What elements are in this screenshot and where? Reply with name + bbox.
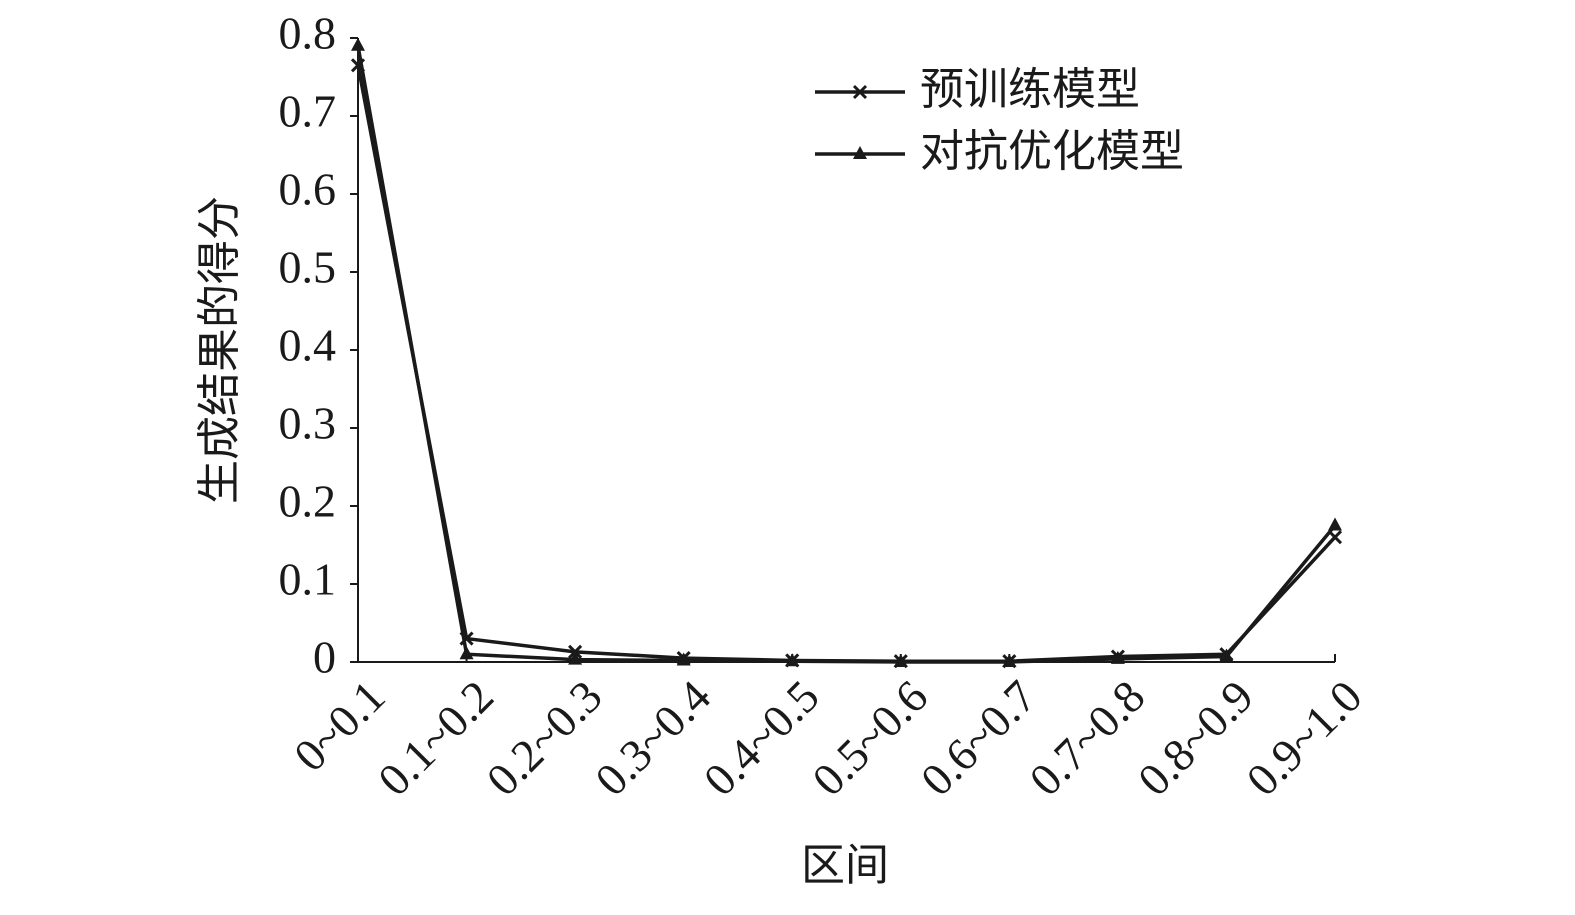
- marker-shape: [1328, 517, 1342, 531]
- marker: [351, 37, 365, 51]
- marker-shape: [1219, 648, 1234, 662]
- y-tick-label: 0.2: [279, 476, 337, 527]
- legend-label: 对抗优化模型: [920, 126, 1184, 177]
- marker: [459, 646, 474, 660]
- marker-shape: [568, 651, 583, 665]
- y-tick-label: 0.6: [279, 164, 337, 215]
- y-axis-label: 生成结果的得分: [194, 196, 245, 504]
- marker-shape: [785, 653, 800, 667]
- y-tick-label: 0: [313, 632, 336, 683]
- marker-shape: [351, 37, 365, 51]
- y-tick-label: 0.1: [279, 554, 337, 605]
- marker: [1328, 517, 1342, 531]
- legend-label: 预训练模型: [920, 64, 1140, 115]
- marker-stroke: [459, 631, 474, 646]
- marker-shape: [459, 646, 474, 660]
- marker: [1002, 654, 1017, 667]
- y-tick-label: 0.7: [279, 86, 337, 137]
- marker: [568, 651, 583, 665]
- marker-stroke: [1327, 530, 1343, 545]
- y-tick-label: 0.3: [279, 398, 337, 449]
- marker: [852, 84, 868, 100]
- marker-shape: [853, 146, 867, 159]
- x-tick-label: 0.5~0.6: [802, 670, 937, 805]
- x-tick-label: 0.7~0.8: [1019, 670, 1154, 805]
- y-tick-label: 0.8: [279, 8, 337, 59]
- marker: [676, 652, 691, 666]
- marker: [853, 146, 867, 159]
- x-tick-label: 0.4~0.5: [694, 670, 829, 805]
- x-tick-label: 0.8~0.9: [1128, 670, 1263, 805]
- marker-shape: [1002, 654, 1017, 667]
- marker: [893, 654, 908, 667]
- marker: [1219, 648, 1234, 662]
- marker-shape: [1110, 650, 1125, 664]
- marker: [1110, 650, 1125, 664]
- marker: [785, 653, 800, 667]
- x-tick-label: 0.3~0.4: [585, 670, 720, 805]
- series-line: [356, 45, 1337, 664]
- marker: [1327, 530, 1343, 545]
- x-tick-label: 0.1~0.2: [368, 670, 503, 805]
- x-tick-label: 0.2~0.3: [477, 670, 612, 805]
- marker-stroke: [852, 84, 868, 100]
- x-tick-label: 0.9~1.0: [1237, 670, 1372, 805]
- marker-shape: [676, 652, 691, 666]
- y-tick-label: 0.5: [279, 242, 337, 293]
- x-tick-label: 0.6~0.7: [911, 670, 1046, 805]
- y-tick-label: 0.4: [279, 320, 337, 371]
- marker-shape: [893, 654, 908, 667]
- x-axis-label: 区间: [801, 840, 889, 891]
